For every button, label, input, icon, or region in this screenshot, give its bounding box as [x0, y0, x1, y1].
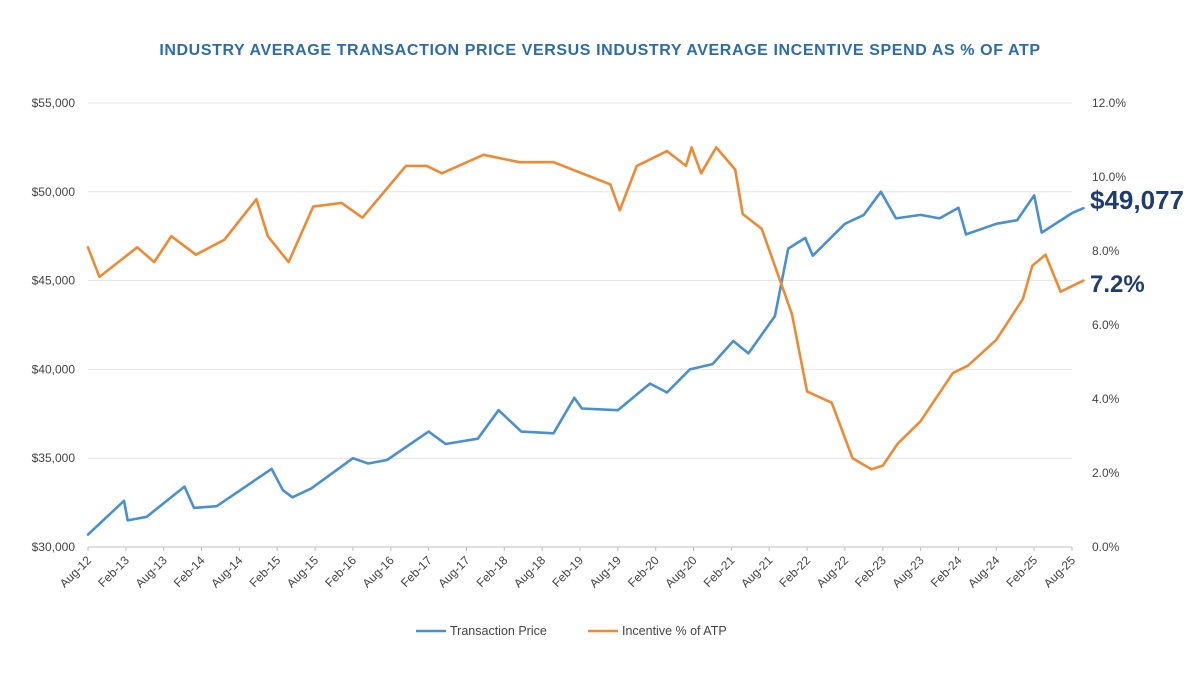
x-tick-label: Feb-15	[247, 553, 284, 590]
right-tick-label: 8.0%	[1092, 244, 1120, 258]
legend: Transaction Price Incentive % of ATP	[416, 624, 727, 638]
x-tick-label: Aug-24	[965, 553, 1002, 590]
x-tick-label: Feb-22	[776, 553, 813, 590]
left-tick-label: $55,000	[32, 96, 76, 110]
left-tick-label: $50,000	[32, 185, 76, 199]
incentive-pct-callout: 7.2%	[1090, 271, 1145, 298]
x-tick-label: Aug-16	[360, 553, 397, 590]
x-tick-label: Aug-25	[1041, 553, 1078, 590]
transaction-price-line	[86, 190, 1085, 536]
x-tick-label: Feb-24	[928, 553, 965, 590]
x-tick-label: Aug-20	[662, 553, 699, 590]
right-tick-label: 4.0%	[1092, 392, 1120, 406]
transaction-price-callout: $49,077	[1090, 185, 1184, 215]
right-tick-label: 2.0%	[1092, 466, 1120, 480]
x-tick-label: Aug-22	[814, 553, 851, 590]
x-tick-label: Feb-20	[625, 553, 662, 590]
grid-layer	[88, 102, 1072, 548]
x-tick-label: Feb-25	[1003, 553, 1040, 590]
end-callouts: $49,077 7.2%	[1090, 185, 1184, 298]
x-tick-label: Aug-13	[133, 553, 170, 590]
x-tick-label: Aug-18	[511, 553, 548, 590]
x-tick-label: Aug-17	[435, 553, 472, 590]
x-tick-label: Feb-19	[549, 553, 586, 590]
x-tick-label: Aug-14	[208, 553, 245, 590]
x-tick-label: Aug-19	[587, 553, 624, 590]
legend-label-incentive-pct: Incentive % of ATP	[622, 624, 727, 638]
x-tick-label: Feb-16	[322, 553, 359, 590]
x-tick-label: Feb-13	[95, 553, 132, 590]
left-tick-label: $35,000	[32, 451, 76, 465]
right-tick-label: 10.0%	[1092, 170, 1126, 184]
right-tick-label: 6.0%	[1092, 318, 1120, 332]
x-tick-label: Aug-23	[889, 553, 926, 590]
x-tick-label: Aug-21	[738, 553, 775, 590]
legend-label-transaction-price: Transaction Price	[450, 624, 547, 638]
x-tick-label: Aug-12	[57, 553, 94, 590]
left-tick-label: $45,000	[32, 274, 76, 288]
right-y-axis: 0.0% 2.0% 4.0% 6.0% 8.0% 10.0% 12.0%	[1092, 96, 1126, 554]
x-tick-label: Feb-14	[171, 553, 208, 590]
chart-title: INDUSTRY AVERAGE TRANSACTION PRICE VERSU…	[159, 42, 1040, 59]
left-y-axis: $30,000 $35,000 $40,000 $45,000 $50,000 $55,0…	[32, 96, 76, 554]
x-tick-label: Feb-18	[474, 553, 511, 590]
x-tick-label: Feb-23	[852, 553, 889, 590]
right-tick-label: 0.0%	[1092, 540, 1120, 554]
x-tick-label: Aug-15	[284, 553, 321, 590]
incentive-pct-line	[86, 146, 1085, 471]
x-tick-label: Feb-21	[701, 553, 738, 590]
x-axis: Aug-12 Feb-13 Aug-13 Feb-14 Aug-14 Feb-15 Aug-…	[57, 547, 1078, 590]
right-tick-label: 12.0%	[1092, 96, 1126, 110]
left-tick-label: $40,000	[32, 362, 76, 376]
x-tick-label: Feb-17	[398, 553, 435, 590]
left-tick-label: $30,000	[32, 540, 76, 554]
series-layer	[86, 146, 1085, 536]
